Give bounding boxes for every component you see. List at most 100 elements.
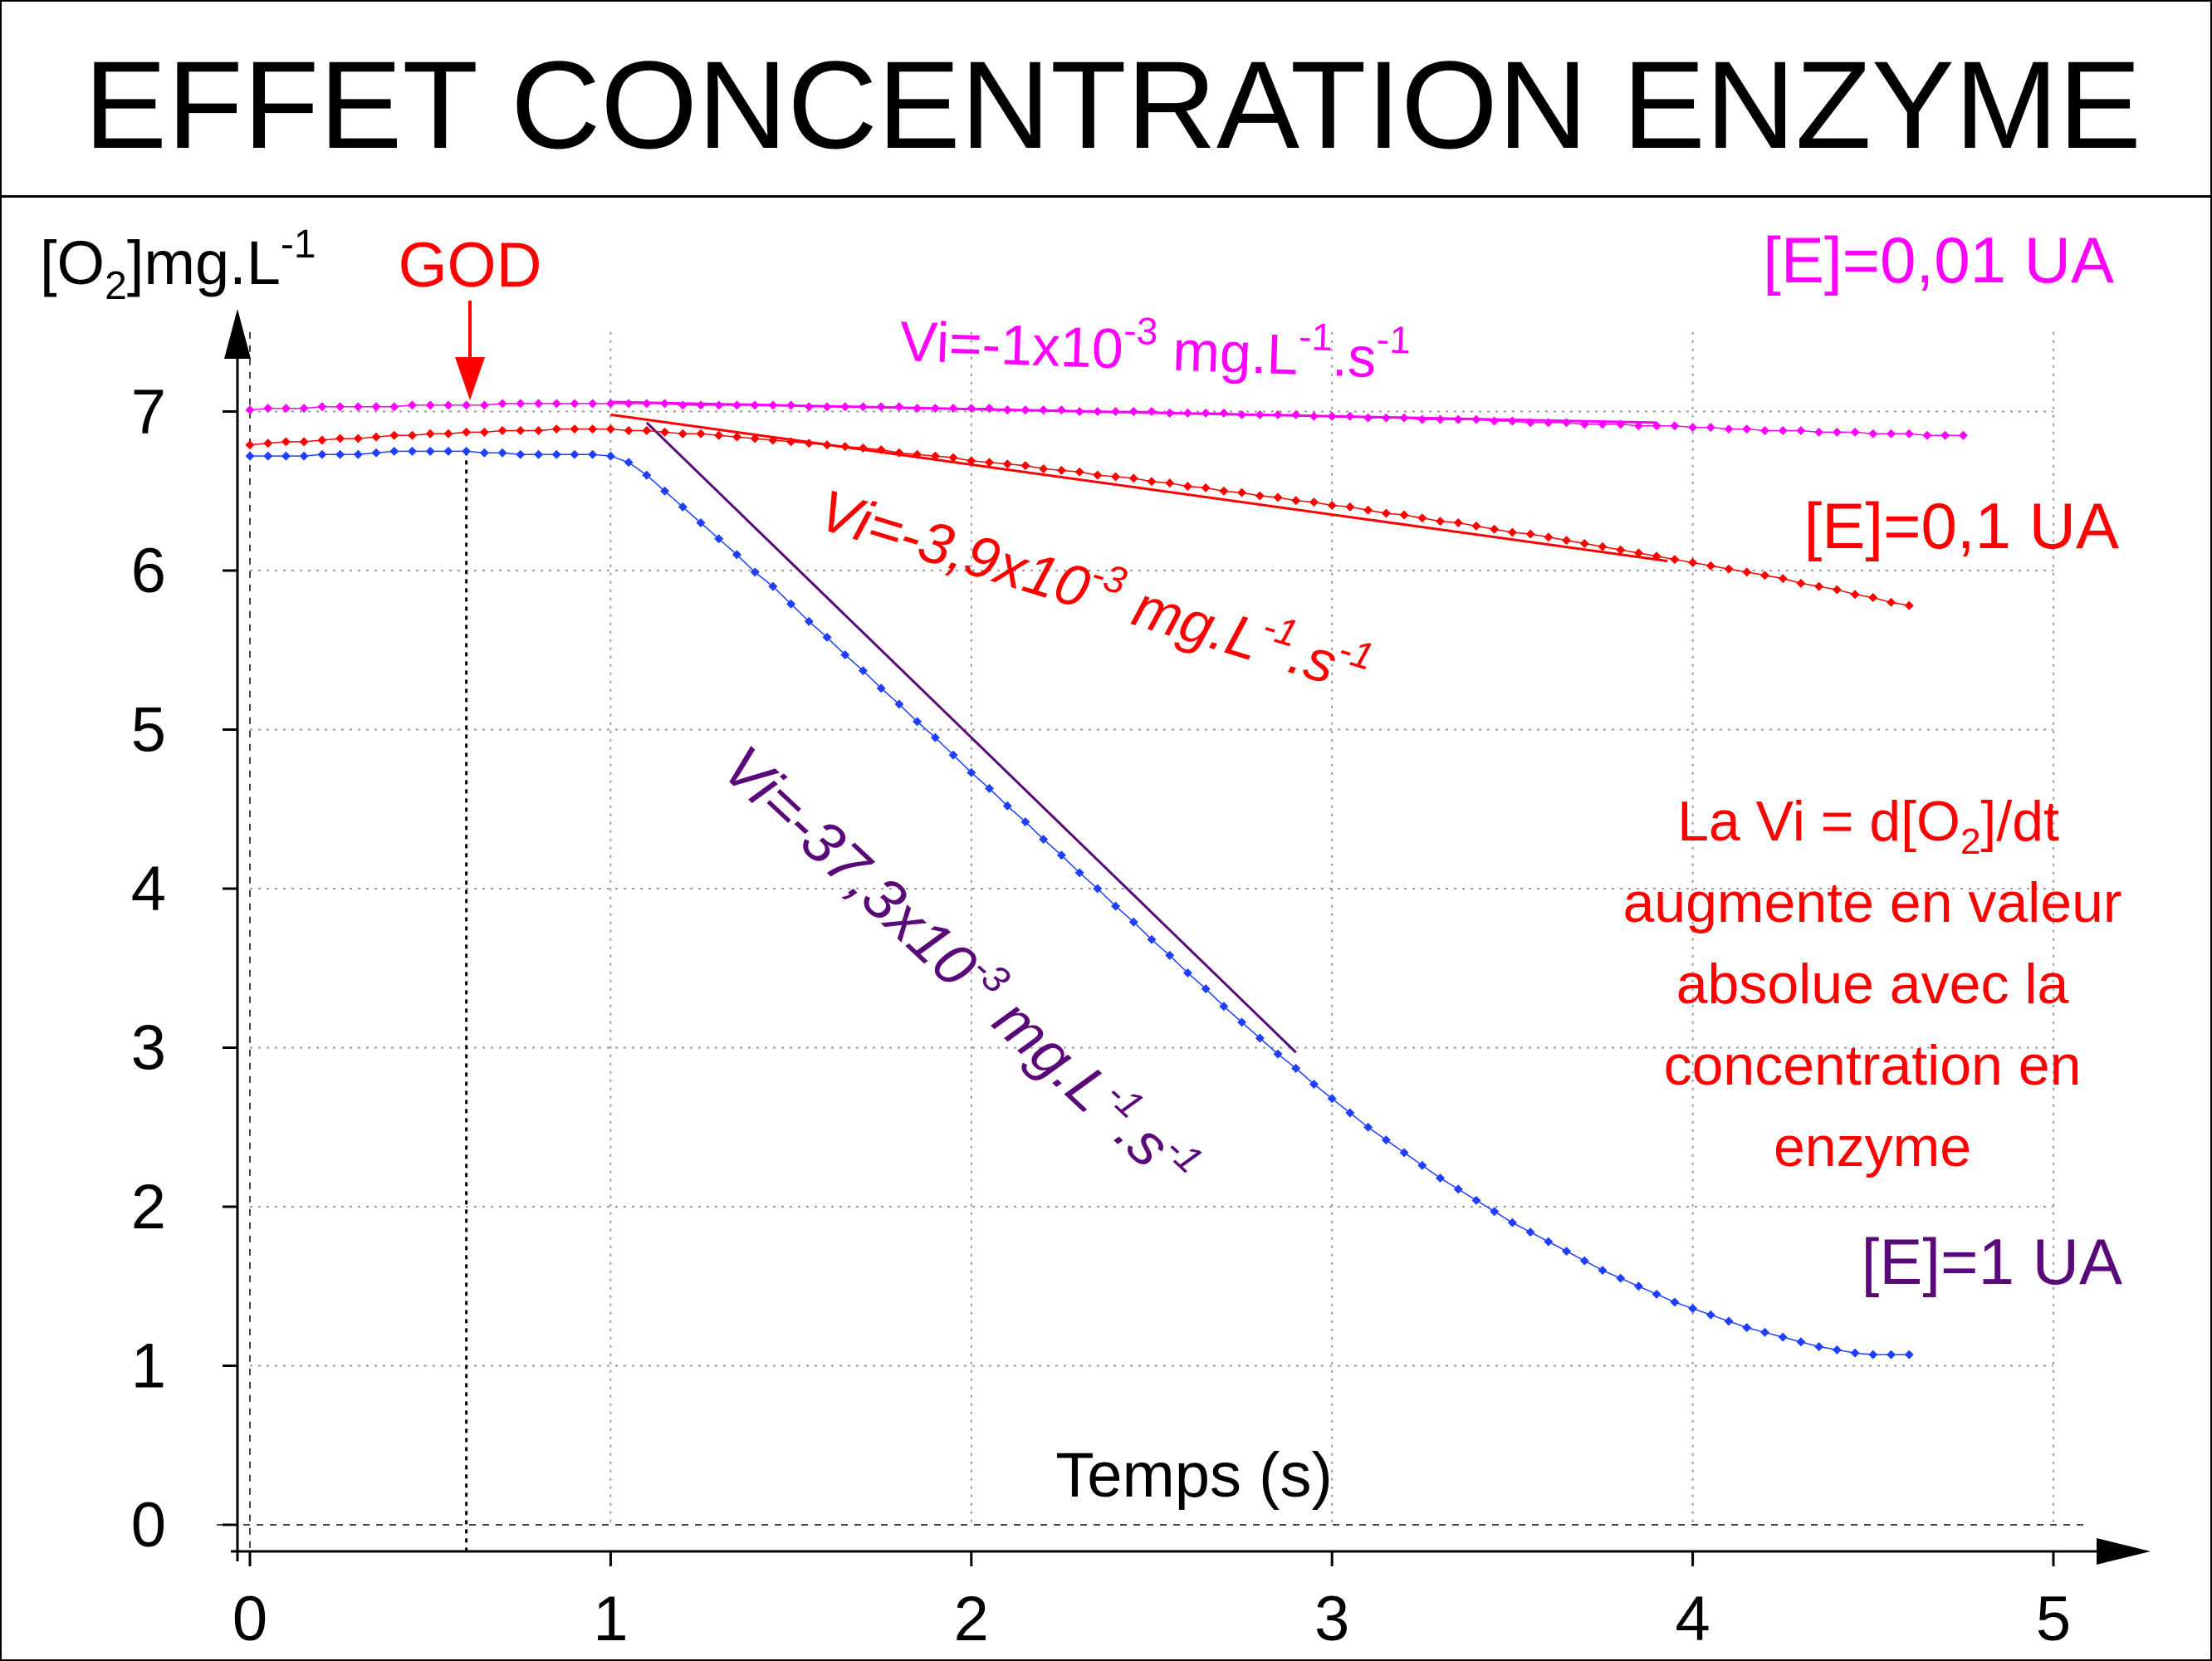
data-point <box>1922 430 1932 440</box>
tangent-line-1 <box>610 413 1668 562</box>
data-point <box>894 402 904 412</box>
data-point <box>1742 424 1752 434</box>
data-point <box>822 632 832 642</box>
data-point <box>281 404 291 414</box>
y-axis-label-mid: ]mg.L <box>127 228 281 297</box>
data-point <box>1093 470 1103 480</box>
series-2 <box>245 446 1914 1360</box>
data-point <box>425 446 435 456</box>
data-point <box>1363 413 1373 423</box>
data-point <box>1074 868 1084 878</box>
x-tick-label: 4 <box>1675 1584 1710 1654</box>
data-point <box>732 550 741 560</box>
data-point <box>1436 517 1446 527</box>
series-label-low: [E]=0,01 UA <box>1763 223 2114 296</box>
data-point <box>516 449 526 459</box>
data-point <box>1093 407 1103 416</box>
data-point <box>985 458 995 468</box>
data-point <box>1255 1033 1265 1043</box>
data-point <box>299 451 309 461</box>
data-point <box>1363 505 1373 515</box>
data-point <box>389 430 399 440</box>
data-point <box>1381 508 1391 518</box>
data-point <box>317 449 327 459</box>
data-point <box>371 432 381 442</box>
data-point <box>1093 884 1103 894</box>
data-point <box>948 750 958 760</box>
data-point <box>678 400 688 410</box>
data-point <box>570 424 580 434</box>
data-point <box>1796 425 1806 435</box>
data-point <box>840 402 850 412</box>
data-point <box>1670 421 1680 431</box>
data-point <box>335 449 345 459</box>
vi-annotation-low: Vi=-1x10-3 mg.L-1.s-1 <box>898 301 1411 390</box>
data-point <box>516 425 526 435</box>
data-point <box>1471 521 1481 531</box>
data-point <box>1436 1173 1446 1183</box>
data-point <box>299 404 309 414</box>
data-point <box>1056 850 1066 860</box>
y-tick-label: 2 <box>131 1172 166 1242</box>
data-point <box>1579 538 1589 548</box>
data-point <box>1562 1247 1572 1257</box>
data-point <box>570 449 580 459</box>
data-point <box>1724 1316 1734 1326</box>
data-point <box>479 400 489 410</box>
data-point <box>894 448 904 458</box>
data-point <box>1002 405 1012 415</box>
note-line-5: enzyme <box>1774 1115 1971 1178</box>
data-point <box>1832 427 1842 437</box>
data-point <box>967 404 976 414</box>
x-axis-arrow <box>2097 1538 2151 1565</box>
data-point <box>1381 413 1391 423</box>
data-point <box>1165 478 1175 488</box>
data-point <box>1020 461 1030 471</box>
data-point <box>1128 917 1138 927</box>
data-point <box>660 486 670 496</box>
data-point <box>1778 1332 1788 1342</box>
data-point <box>1525 529 1535 539</box>
note-line-2: augmente en valeur <box>1622 871 2121 934</box>
data-point <box>1507 527 1517 537</box>
data-point <box>1345 502 1355 512</box>
vi-low-base: Vi=-1x10 <box>898 310 1124 380</box>
data-point <box>1111 472 1121 482</box>
y-axis-label-sup: -1 <box>281 223 316 267</box>
data-point <box>335 434 345 443</box>
data-point <box>443 400 453 410</box>
y-tick-label: 1 <box>131 1331 166 1402</box>
data-point <box>1182 482 1192 492</box>
data-point <box>858 402 868 412</box>
x-axis-label: Temps (s) <box>1055 1440 1333 1511</box>
data-point <box>425 400 435 410</box>
data-point <box>1850 427 1860 437</box>
data-point <box>1598 541 1608 551</box>
data-point <box>858 443 868 453</box>
data-point <box>1796 1337 1806 1347</box>
data-point <box>1273 1049 1283 1059</box>
data-point <box>1705 1310 1715 1320</box>
data-point <box>876 684 886 693</box>
data-point <box>804 616 814 626</box>
data-point <box>858 666 868 676</box>
data-point <box>353 449 363 459</box>
data-point <box>353 402 363 412</box>
data-point <box>822 440 832 450</box>
data-point <box>1147 477 1157 487</box>
data-point <box>840 442 850 452</box>
data-point <box>1147 934 1157 944</box>
y-tick-label: 7 <box>131 377 166 448</box>
data-point <box>1796 578 1806 588</box>
data-point <box>1399 413 1409 423</box>
data-point <box>768 581 778 591</box>
vi-low-tail: .s <box>1331 325 1378 390</box>
y-tick-label: 4 <box>131 854 166 924</box>
data-point <box>299 437 309 447</box>
series-1 <box>245 424 1914 610</box>
series-0 <box>245 399 1968 440</box>
data-point <box>1128 473 1138 483</box>
data-point <box>317 402 327 412</box>
vi-low-exp: -3 <box>1123 308 1159 352</box>
data-point <box>1165 408 1175 418</box>
